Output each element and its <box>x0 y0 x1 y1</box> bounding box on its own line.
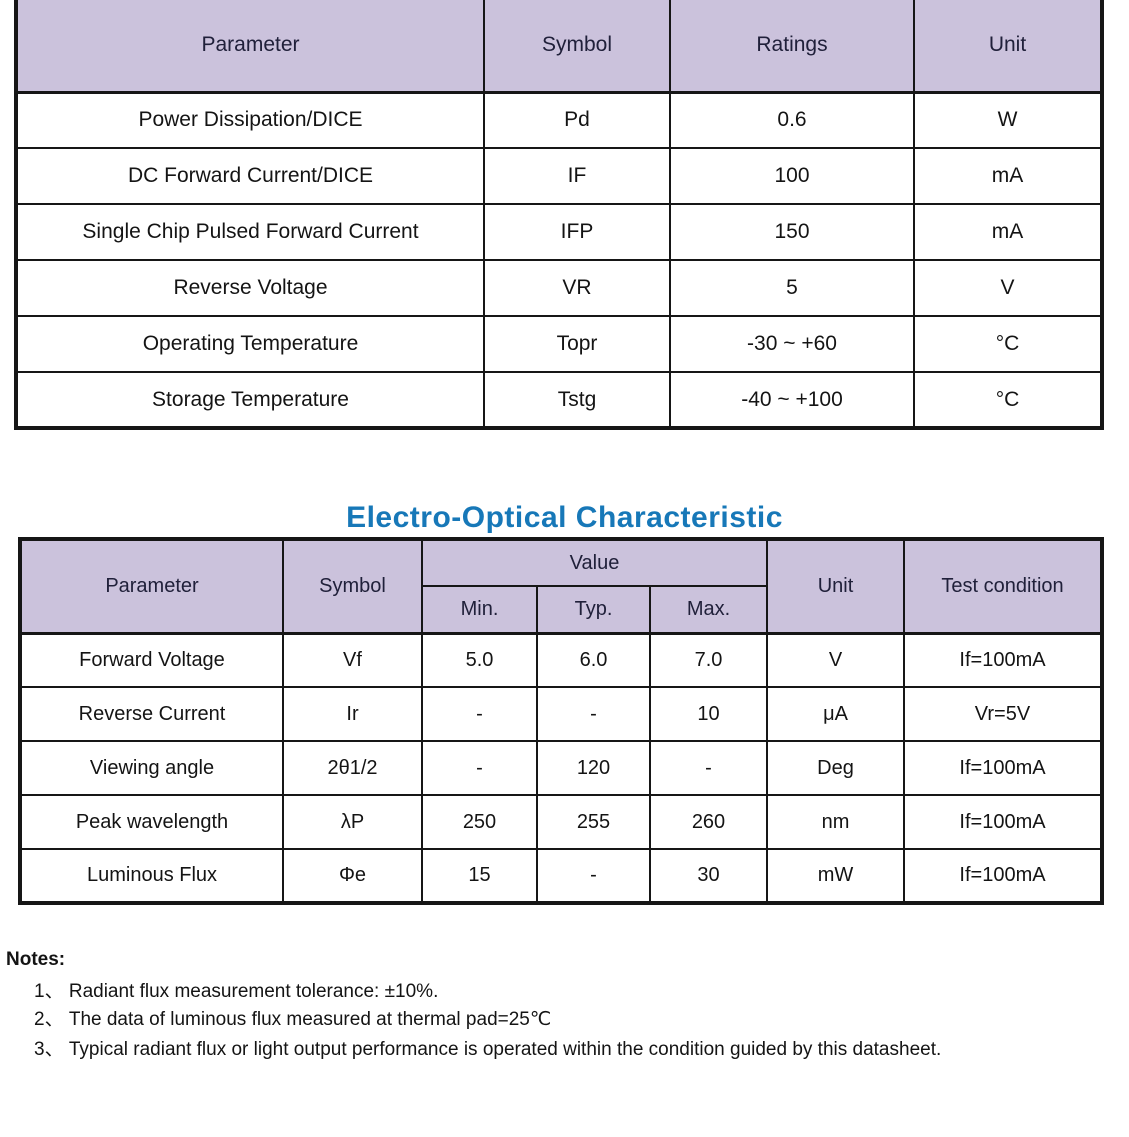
cell-ratings: -30 ~ +60 <box>669 315 915 373</box>
cell-unit: mA <box>913 203 1103 261</box>
cell-symbol: VR <box>483 259 671 317</box>
cell-parameter: Forward Voltage <box>19 632 284 688</box>
table-row: Storage Temperature Tstg -40 ~ +100 °C <box>15 371 1103 429</box>
cell-min: 15 <box>421 848 538 904</box>
cell-unit: mA <box>913 147 1103 205</box>
cell-symbol: Ir <box>282 686 423 742</box>
header-row: Parameter Symbol Value Unit Test conditi… <box>19 538 1103 635</box>
note-item: 1、 Radiant flux measurement tolerance: ±… <box>34 981 439 1002</box>
header-row: Parameter Symbol Ratings Unit <box>15 0 1103 94</box>
ratings-table-header: Parameter Symbol Ratings Unit <box>15 0 1103 94</box>
cell-parameter: DC Forward Current/DICE <box>15 147 485 205</box>
cell-unit: °C <box>913 315 1103 373</box>
cell-unit: °C <box>913 371 1103 429</box>
table-row: Operating Temperature Topr -30 ~ +60 °C <box>15 315 1103 373</box>
cell-max: 7.0 <box>649 632 768 688</box>
table-row: Peak wavelength λP 250 255 260 nm If=100… <box>19 794 1103 850</box>
header-value-group: Value <box>421 538 768 587</box>
cell-test-condition: If=100mA <box>903 632 1103 688</box>
header-max: Max. <box>649 585 768 635</box>
cell-unit: nm <box>766 794 905 850</box>
header-ratings: Ratings <box>669 0 915 94</box>
cell-parameter: Luminous Flux <box>19 848 284 904</box>
header-parameter: Parameter <box>15 0 485 94</box>
cell-max: 30 <box>649 848 768 904</box>
cell-typ: 6.0 <box>536 632 651 688</box>
cell-min: - <box>421 686 538 742</box>
cell-parameter: Viewing angle <box>19 740 284 796</box>
cell-parameter: Reverse Voltage <box>15 259 485 317</box>
table-row: Viewing angle 2θ1/2 - 120 - Deg If=100mA <box>19 740 1103 796</box>
cell-test-condition: Vr=5V <box>903 686 1103 742</box>
header-min: Min. <box>421 585 538 635</box>
cell-parameter: Single Chip Pulsed Forward Current <box>15 203 485 261</box>
header-unit: Unit <box>766 538 905 635</box>
cell-ratings: 5 <box>669 259 915 317</box>
cell-ratings: -40 ~ +100 <box>669 371 915 429</box>
cell-typ: - <box>536 848 651 904</box>
cell-min: - <box>421 740 538 796</box>
cell-parameter: Operating Temperature <box>15 315 485 373</box>
cell-symbol: Pd <box>483 91 671 149</box>
ratings-table: Parameter Symbol Ratings Unit Power Diss… <box>14 0 1104 430</box>
header-unit: Unit <box>913 0 1103 94</box>
cell-test-condition: If=100mA <box>903 740 1103 796</box>
table-row: DC Forward Current/DICE IF 100 mA <box>15 147 1103 205</box>
cell-typ: 120 <box>536 740 651 796</box>
notes-list: 1、 Radiant flux measurement tolerance: ±… <box>6 980 1116 1062</box>
cell-max: 10 <box>649 686 768 742</box>
header-parameter: Parameter <box>19 538 284 635</box>
cell-symbol: λP <box>282 794 423 850</box>
cell-parameter: Peak wavelength <box>19 794 284 850</box>
cell-min: 250 <box>421 794 538 850</box>
cell-unit: V <box>913 259 1103 317</box>
cell-typ: - <box>536 686 651 742</box>
cell-unit: mW <box>766 848 905 904</box>
header-subrow: Min. Typ. Max. <box>20 585 1102 635</box>
cell-parameter: Power Dissipation/DICE <box>15 91 485 149</box>
table-row: Reverse Current Ir - - 10 μA Vr=5V <box>19 686 1103 742</box>
cell-symbol: IF <box>483 147 671 205</box>
electro-optical-table: Parameter Symbol Value Unit Test conditi… <box>18 537 1104 905</box>
cell-symbol: Tstg <box>483 371 671 429</box>
note-item: 3、 Typical radiant flux or light output … <box>34 1039 942 1060</box>
table-row: Luminous Flux Φe 15 - 30 mW If=100mA <box>19 848 1103 904</box>
cell-symbol: Φe <box>282 848 423 904</box>
cell-unit: Deg <box>766 740 905 796</box>
cell-symbol: Vf <box>282 632 423 688</box>
note-item: 2、 The data of luminous flux measured at… <box>34 1009 552 1030</box>
table-row: Forward Voltage Vf 5.0 6.0 7.0 V If=100m… <box>19 632 1103 688</box>
cell-ratings: 0.6 <box>669 91 915 149</box>
cell-unit: W <box>913 91 1103 149</box>
header-test-condition: Test condition <box>903 538 1103 635</box>
header-typ: Typ. <box>536 585 651 635</box>
notes-section: Notes: 1、 Radiant flux measurement toler… <box>6 948 1116 1066</box>
header-symbol: Symbol <box>282 538 423 635</box>
header-symbol: Symbol <box>483 0 671 94</box>
cell-max: 260 <box>649 794 768 850</box>
cell-max: - <box>649 740 768 796</box>
table-row: Power Dissipation/DICE Pd 0.6 W <box>15 91 1103 149</box>
eo-table-header: Parameter Symbol Value Unit Test conditi… <box>19 538 1103 635</box>
notes-heading: Notes: <box>6 949 66 970</box>
cell-ratings: 150 <box>669 203 915 261</box>
table-row: Reverse Voltage VR 5 V <box>15 259 1103 317</box>
cell-unit: V <box>766 632 905 688</box>
section-title: Electro-Optical Characteristic <box>346 501 783 534</box>
cell-typ: 255 <box>536 794 651 850</box>
cell-symbol: IFP <box>483 203 671 261</box>
cell-ratings: 100 <box>669 147 915 205</box>
cell-parameter: Storage Temperature <box>15 371 485 429</box>
table-row: Single Chip Pulsed Forward Current IFP 1… <box>15 203 1103 261</box>
cell-min: 5.0 <box>421 632 538 688</box>
cell-test-condition: If=100mA <box>903 848 1103 904</box>
cell-unit: μA <box>766 686 905 742</box>
cell-symbol: 2θ1/2 <box>282 740 423 796</box>
cell-test-condition: If=100mA <box>903 794 1103 850</box>
cell-symbol: Topr <box>483 315 671 373</box>
cell-parameter: Reverse Current <box>19 686 284 742</box>
